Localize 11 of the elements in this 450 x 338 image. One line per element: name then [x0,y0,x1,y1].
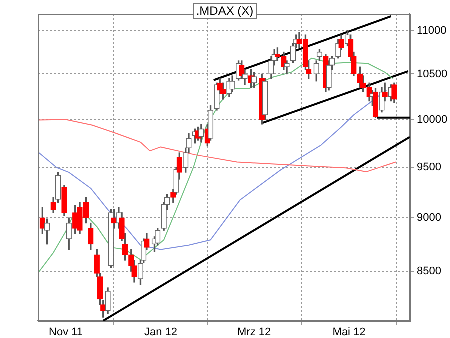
x-tick-label: Mai 12 [332,326,366,338]
x-tick-label: Nov 11 [48,326,84,338]
x-tick-label: Jan 12 [144,326,178,338]
y-tick-label: 10000 [417,114,448,126]
y-tick-label: 10500 [417,68,448,80]
x-tick-label: Mrz 12 [238,326,272,338]
y-tick-label: 9000 [417,212,442,224]
y-tick-label: 9500 [417,162,442,174]
y-tick-label: 11000 [417,24,447,37]
chart-title: .MDAX (X) [193,3,257,19]
y-tick-label: 8500 [417,265,442,278]
